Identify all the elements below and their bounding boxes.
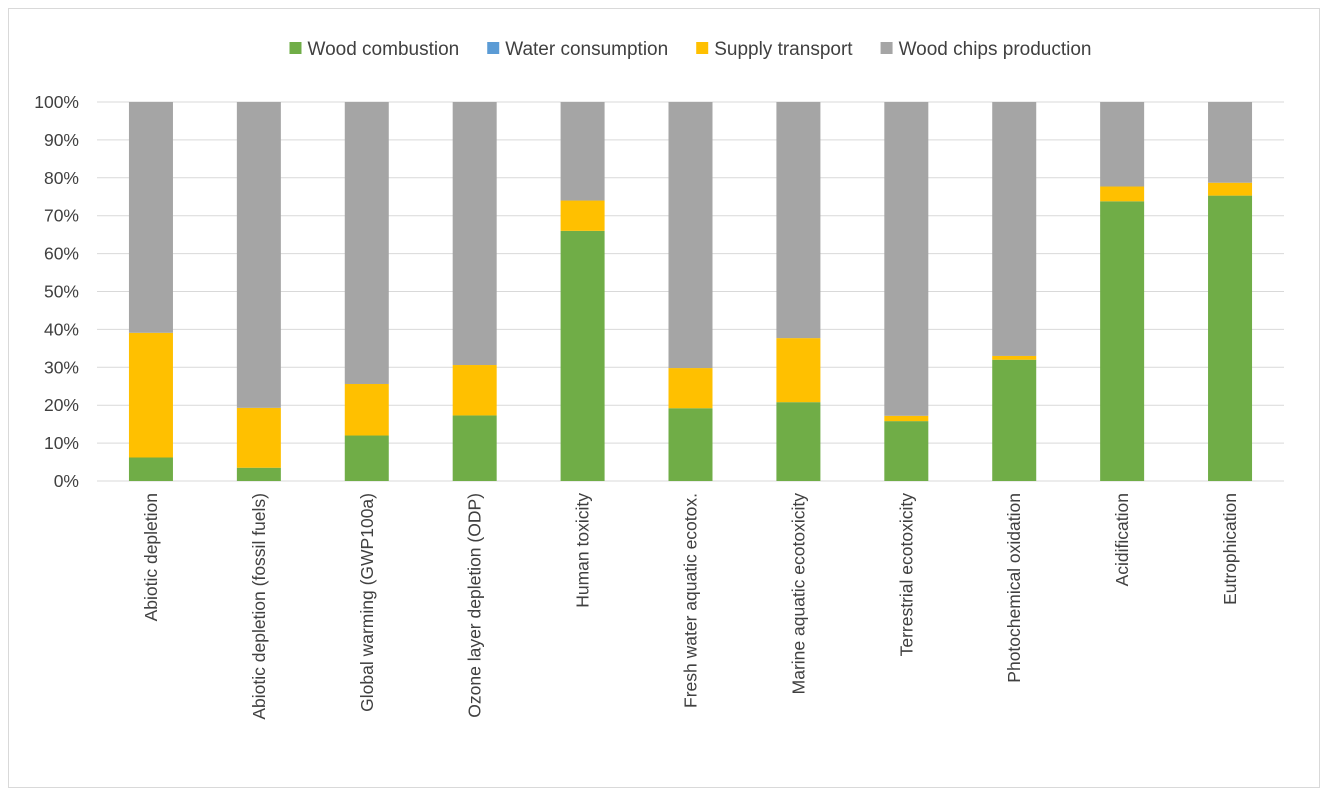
y-tick-label: 70% bbox=[44, 206, 79, 226]
legend-item: Wood combustion bbox=[289, 39, 459, 60]
bar-segment bbox=[1100, 102, 1145, 187]
y-tick-label: 30% bbox=[44, 357, 79, 377]
legend-label: Wood combustion bbox=[307, 39, 459, 60]
legend-swatch bbox=[696, 42, 709, 54]
bar-segment bbox=[452, 102, 497, 366]
bar-segment bbox=[992, 359, 1037, 481]
bar-segment bbox=[776, 102, 821, 339]
bar-segment bbox=[884, 102, 929, 416]
bar-segment bbox=[1100, 201, 1145, 481]
y-tick-label: 40% bbox=[44, 319, 79, 339]
bar-segment bbox=[992, 102, 1037, 356]
bar-segment bbox=[236, 407, 281, 468]
bar-segment bbox=[128, 102, 173, 333]
bar-segment bbox=[236, 102, 281, 408]
y-tick-label: 90% bbox=[44, 130, 79, 150]
bar-segment bbox=[1208, 195, 1253, 481]
bar-segment bbox=[560, 230, 605, 481]
bar-segment bbox=[128, 332, 173, 458]
legend-label: Water consumption bbox=[505, 39, 668, 60]
y-axis-ticks: 0% 10% 20% 30% 40% 50% 60% 70% 80% 90% 100% bbox=[34, 92, 79, 491]
bar-segment bbox=[776, 402, 821, 481]
legend-item: Supply transport bbox=[696, 39, 853, 60]
bar-segment bbox=[668, 368, 713, 409]
legend-label: Supply transport bbox=[714, 39, 853, 60]
legend-swatch bbox=[487, 42, 500, 54]
bar-segment bbox=[1208, 182, 1253, 196]
bar-segment bbox=[344, 383, 389, 436]
bar-segment bbox=[1208, 102, 1253, 183]
bar-segment bbox=[128, 457, 173, 481]
bar-segment bbox=[668, 408, 713, 481]
x-category-label: Marine aquatic ecotoxicity bbox=[788, 493, 808, 695]
x-axis-categories: Abiotic depletion Abiotic depletion (foss… bbox=[141, 493, 1240, 720]
y-tick-label: 50% bbox=[44, 282, 79, 302]
bar-segment bbox=[1100, 186, 1145, 202]
bar-segment bbox=[884, 415, 929, 422]
legend-item: Water consumption bbox=[487, 39, 668, 60]
y-tick-label: 80% bbox=[44, 168, 79, 188]
bar-segment bbox=[992, 355, 1037, 360]
x-category-label: Ozone layer depletion (ODP) bbox=[465, 493, 485, 718]
x-category-label: Abiotic depletion bbox=[141, 493, 161, 621]
legend-label: Wood chips production bbox=[899, 39, 1092, 60]
legend-swatch bbox=[289, 42, 302, 54]
bar-segment bbox=[344, 435, 389, 481]
y-tick-label: 20% bbox=[44, 395, 79, 415]
x-category-label: Terrestrial ecotoxicity bbox=[896, 493, 916, 657]
x-category-label: Acidification bbox=[1112, 493, 1132, 586]
bar-segment bbox=[452, 365, 497, 416]
bar-segment bbox=[560, 102, 605, 201]
bar-segment bbox=[344, 102, 389, 384]
y-tick-label: 100% bbox=[34, 92, 79, 112]
bar-segment bbox=[560, 200, 605, 231]
legend-swatch bbox=[880, 42, 893, 54]
x-category-label: Photochemical oxidation bbox=[1004, 493, 1024, 683]
bar-segment bbox=[884, 421, 929, 481]
bar-segment bbox=[668, 102, 713, 369]
x-category-label: Fresh water aquatic ecotox. bbox=[681, 493, 701, 708]
bars bbox=[128, 102, 1253, 481]
y-tick-label: 10% bbox=[44, 433, 79, 453]
x-category-label: Abiotic depletion (fossil fuels) bbox=[249, 493, 269, 720]
x-category-label: Human toxicity bbox=[573, 493, 593, 608]
x-category-label: Eutrophication bbox=[1220, 493, 1240, 605]
y-tick-label: 60% bbox=[44, 244, 79, 264]
bar-segment bbox=[776, 338, 821, 403]
bar-segment bbox=[452, 415, 497, 481]
bar-segment bbox=[236, 467, 281, 481]
legend: Wood combustion Water consumption Supply t… bbox=[289, 39, 1092, 60]
x-category-label: Global warming (GWP100a) bbox=[357, 493, 377, 712]
y-tick-label: 0% bbox=[54, 471, 79, 491]
legend-item: Wood chips production bbox=[880, 39, 1092, 60]
